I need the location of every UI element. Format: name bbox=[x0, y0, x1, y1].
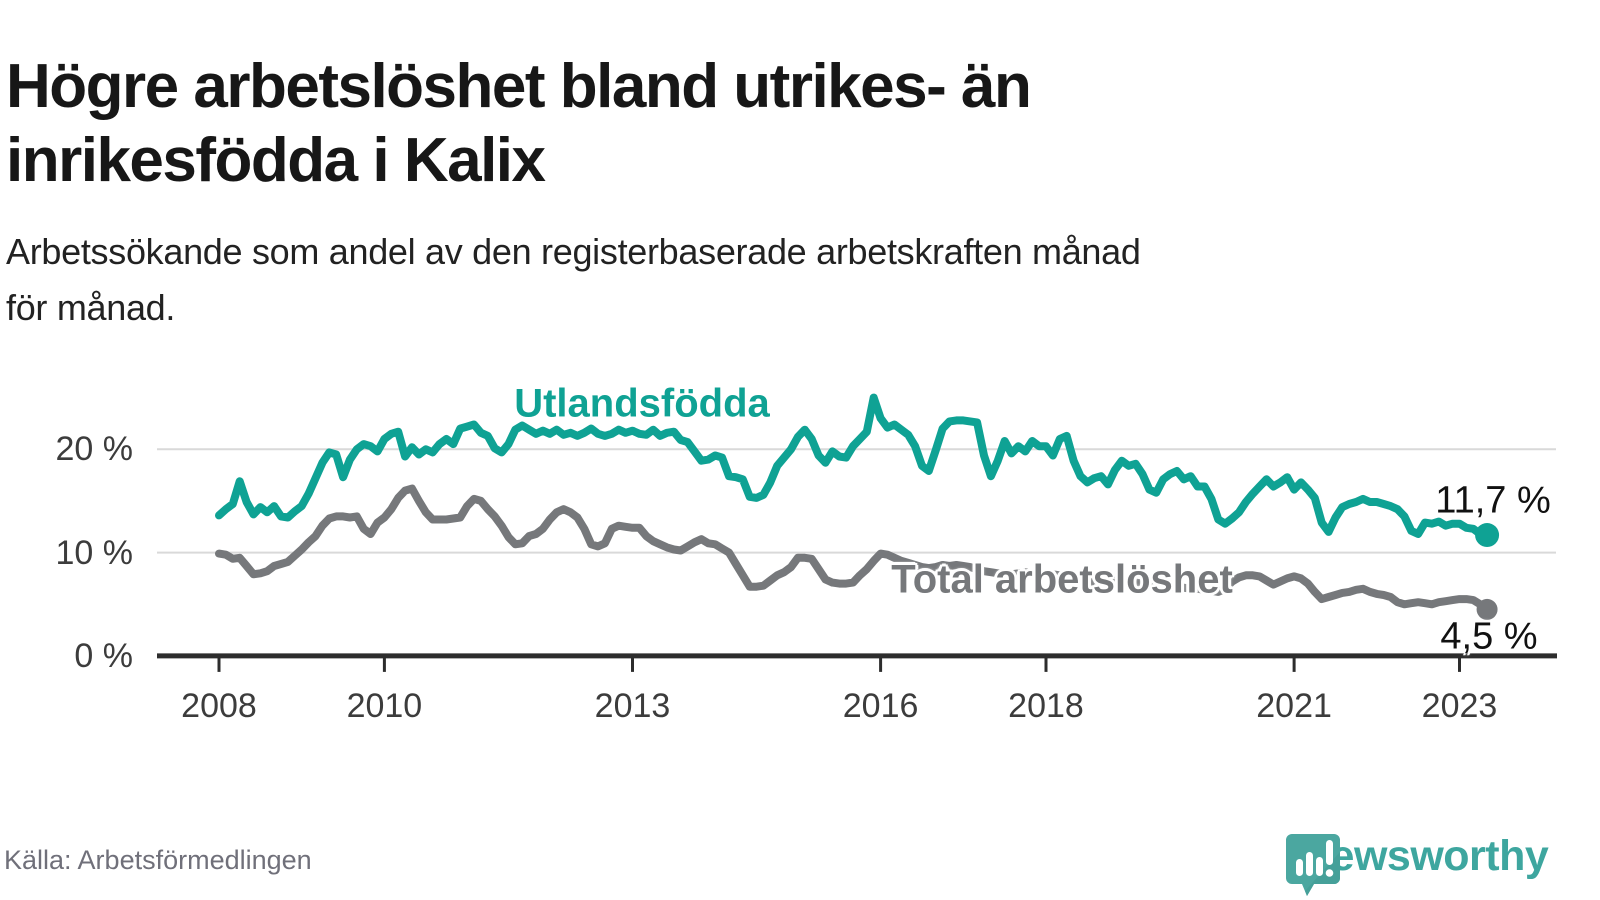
end-value-label-utlandsfodda: 11,7 % bbox=[1435, 479, 1551, 522]
line-total-arbetsloshet bbox=[215, 484, 1492, 614]
x-axis-label-2021: 2021 bbox=[1256, 687, 1332, 725]
series-label-utlandsfodda: Utlandsfödda bbox=[514, 381, 770, 426]
end-dot-utlandsfodda bbox=[1475, 523, 1500, 548]
newsworthy-wordmark: Newsworthy bbox=[1300, 832, 1549, 880]
x-axis-label-2016: 2016 bbox=[842, 687, 919, 725]
x-axis-label-2023: 2023 bbox=[1421, 687, 1498, 725]
x-axis-label-2013: 2013 bbox=[594, 687, 671, 725]
source-attribution: Källa: Arbetsförmedlingen bbox=[4, 845, 312, 875]
line-utlandsfodda bbox=[215, 393, 1492, 539]
x-axis-label-2008: 2008 bbox=[181, 687, 257, 725]
newsworthy-logo[interactable]: Newsworthy bbox=[1286, 832, 1549, 896]
x-axis-label-2010: 2010 bbox=[346, 687, 423, 725]
subtitle-line-2: för månad. bbox=[6, 287, 176, 328]
y-axis-label-10: 10 % bbox=[55, 534, 134, 572]
chart-subtitle: Arbetssökande som andel av den registerb… bbox=[6, 224, 1566, 336]
y-axis-label-0: 0 % bbox=[74, 637, 133, 675]
y-axis-label-20: 20 % bbox=[55, 430, 134, 468]
subtitle-line-1: Arbetssökande som andel av den registerb… bbox=[6, 231, 1141, 272]
page-title: Högre arbetslöshet bland utrikes- än inri… bbox=[6, 50, 1326, 198]
x-axis-label-2018: 2018 bbox=[1008, 687, 1084, 725]
end-value-label-total: 4,5 % bbox=[1440, 615, 1538, 658]
end-dot-total-arbetsloshet bbox=[1476, 598, 1498, 620]
newsworthy-speech-bubble-icon bbox=[1286, 834, 1340, 896]
title-line-2: inrikesfödda i Kalix bbox=[6, 125, 546, 195]
title-line-1: Högre arbetslöshet bland utrikes- än bbox=[6, 51, 1032, 121]
series-label-total-arbetsloshet: Total arbetslöshet bbox=[891, 557, 1233, 602]
